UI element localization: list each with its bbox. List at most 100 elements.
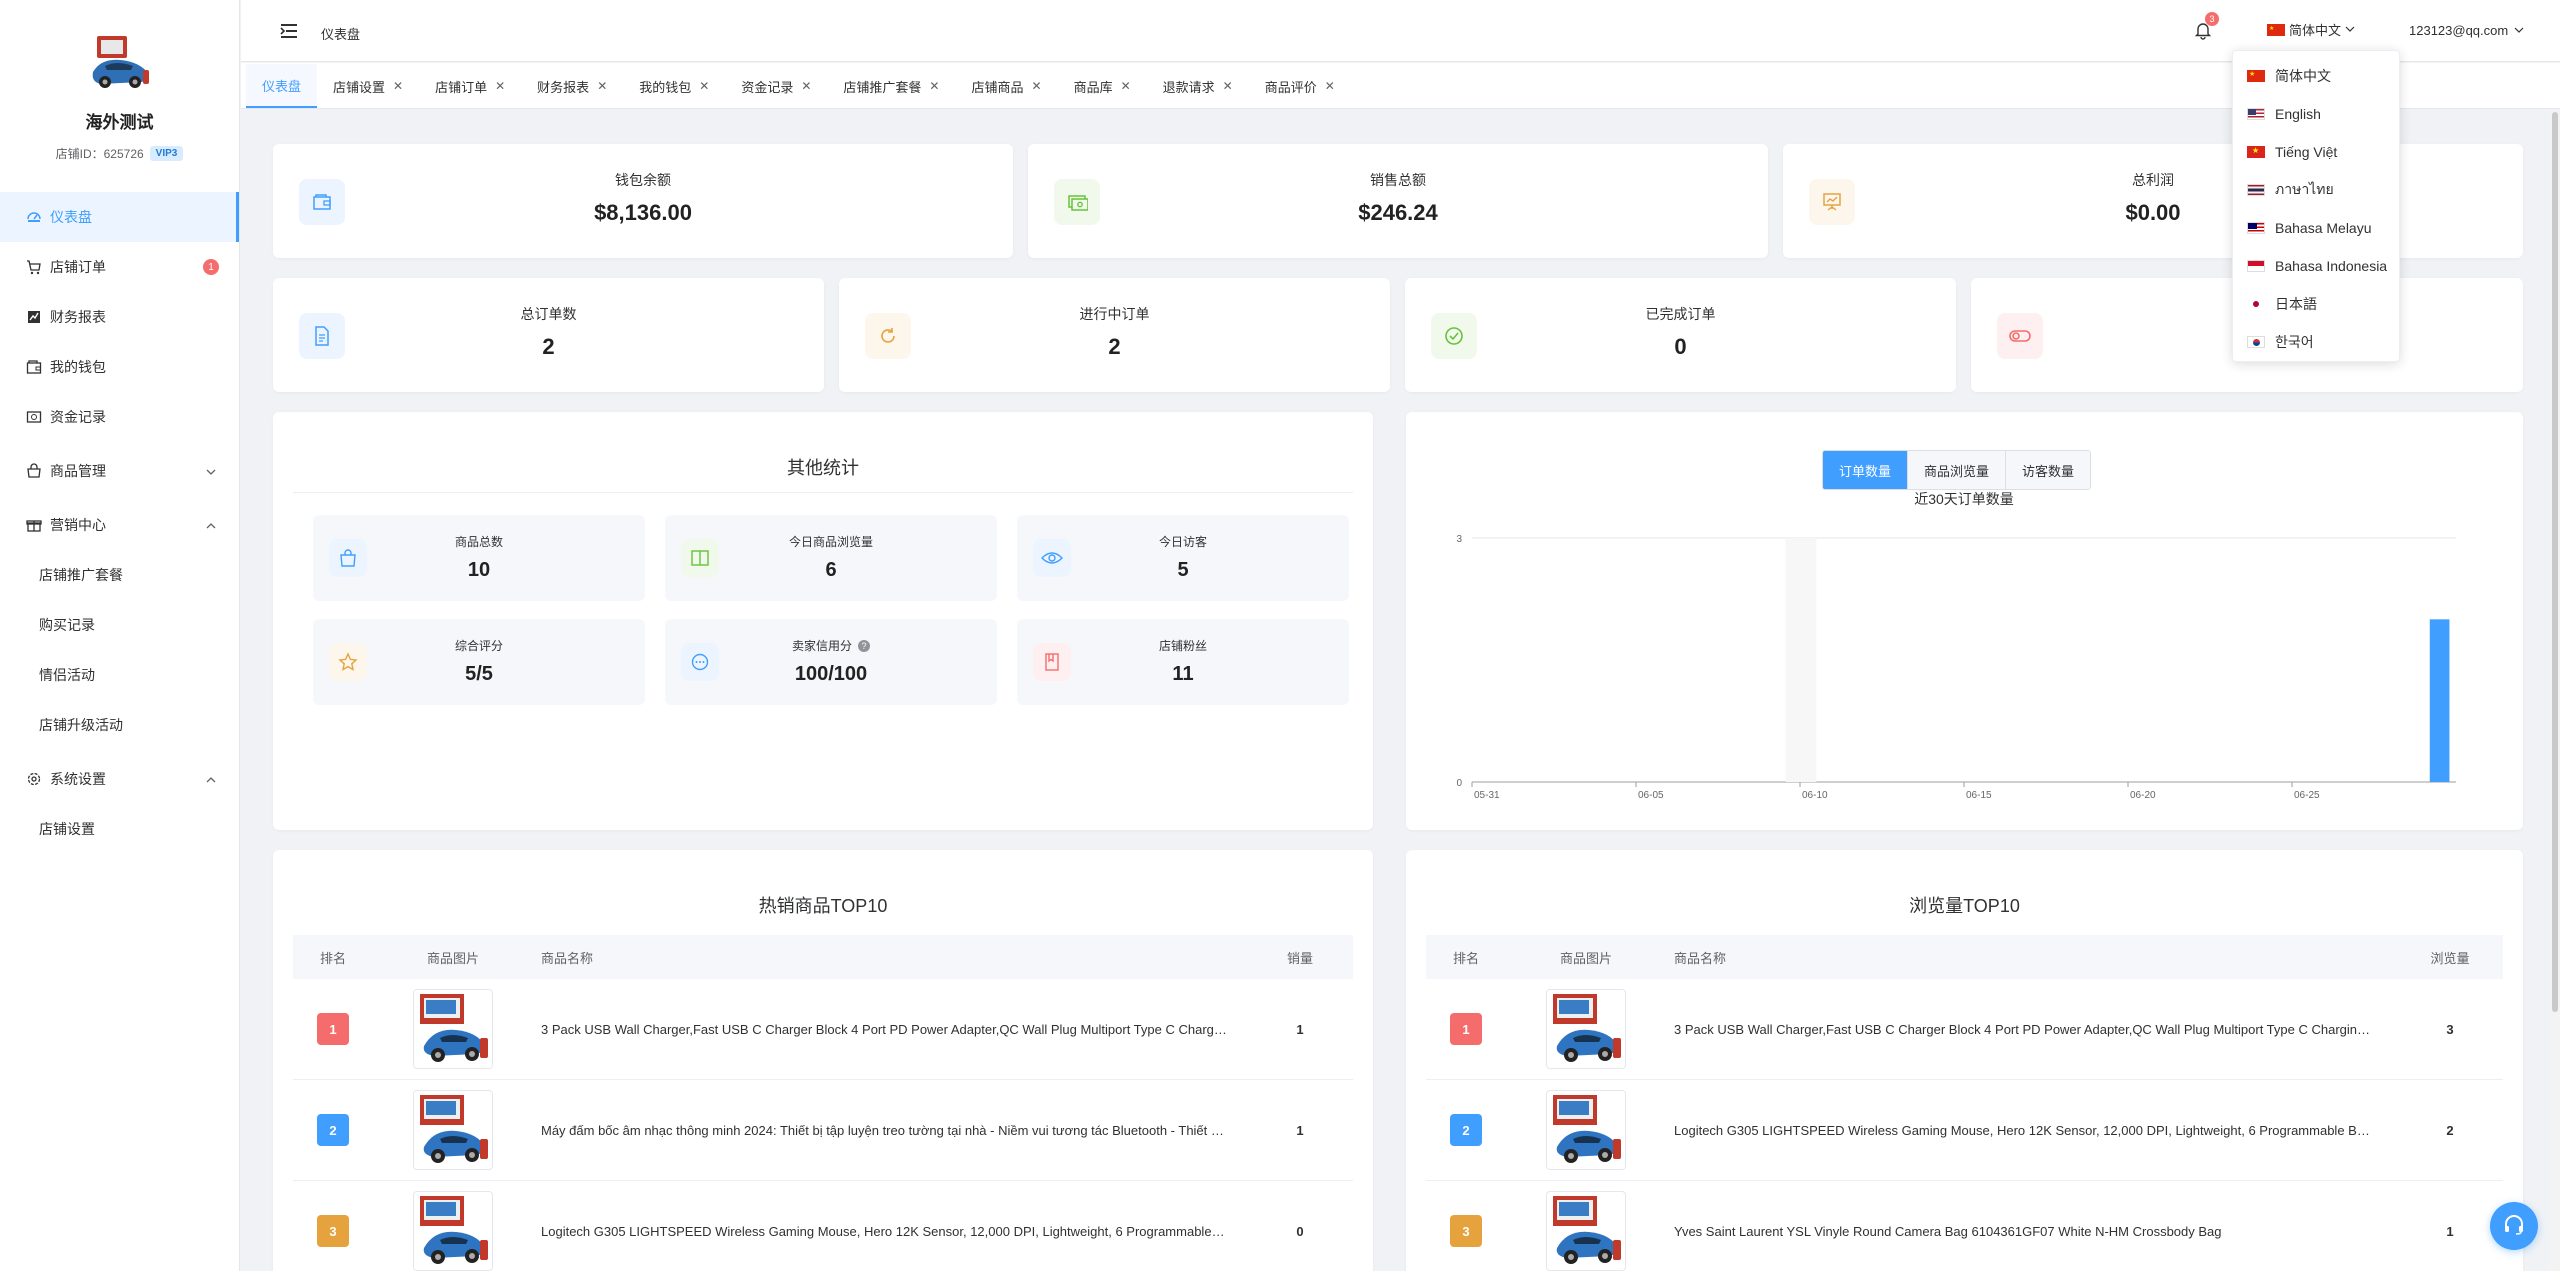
mini-stat-value: 100/100 (794, 663, 868, 685)
mini-stat-value: 5/5 (465, 663, 493, 685)
menu-toggle-icon[interactable] (279, 22, 299, 43)
stat-value: 2 (1108, 334, 1121, 359)
mini-stat-label-text: 商品总数 (454, 535, 503, 549)
sidebar-item-orders[interactable]: 店铺订单 1 (0, 242, 239, 292)
tab-dashboard[interactable]: 仪表盘 (246, 64, 318, 108)
chevron-down-icon (2345, 22, 2355, 37)
col-name: 商品名称 (541, 950, 594, 966)
table-row[interactable]: 3 Yves Saint Laurent YSL Vinyle Round Ca… (1426, 1181, 2503, 1271)
close-icon[interactable]: ✕ (597, 79, 608, 93)
tab-wallet[interactable]: 我的钱包 ✕ (623, 64, 725, 108)
sidebar-item-finance[interactable]: 财务报表 (0, 292, 239, 342)
x-tick-label: 06-10 (1802, 790, 1828, 801)
metric-visitors-button[interactable]: 访客数量 (2006, 451, 2091, 489)
close-icon[interactable]: ✕ (801, 79, 812, 93)
product-name[interactable]: Logitech G305 LIGHTSPEED Wireless Gaming… (541, 1223, 1247, 1239)
submenu-shop-upgrade[interactable]: 店铺升级活动 (39, 717, 123, 733)
chevron-up-icon (205, 519, 217, 535)
tab-shop-orders[interactable]: 店铺订单 ✕ (419, 64, 521, 108)
product-name[interactable]: Yves Saint Laurent YSL Vinyle Round Came… (1674, 1223, 2222, 1239)
close-icon[interactable]: ✕ (1324, 79, 1335, 93)
tab-product-library[interactable]: 商品库 ✕ (1058, 64, 1147, 108)
sidebar-item-dashboard[interactable]: 仪表盘 (0, 192, 239, 242)
y-tick-label: 0 (1456, 778, 1462, 789)
close-icon[interactable]: ✕ (1222, 79, 1233, 93)
table-row[interactable]: 1 3 Pack USB Wall Charger,Fast USB C Cha… (293, 979, 1353, 1080)
user-email: 123123@qq.com (2409, 23, 2509, 38)
close-icon[interactable]: ✕ (699, 79, 710, 93)
product-thumbnail[interactable] (1546, 989, 1626, 1069)
bell-icon[interactable] (2193, 20, 2213, 43)
language-label: 한국어 (2275, 334, 2314, 350)
tab-shop-products[interactable]: 店铺商品 ✕ (955, 64, 1057, 108)
submenu-shop-settings[interactable]: 店铺设置 (39, 821, 95, 837)
close-icon[interactable]: ✕ (929, 79, 940, 93)
language-selector[interactable]: ★ 简体中文 (2267, 20, 2355, 39)
toggle-icon (1997, 313, 2043, 359)
language-option-ja[interactable]: 日本語 (2233, 285, 2399, 323)
submenu-couple-activity[interactable]: 情侣活动 (39, 667, 95, 683)
product-thumbnail[interactable] (1546, 1090, 1626, 1170)
sidebar-item-marketing[interactable]: 营销中心 (0, 500, 239, 550)
close-icon[interactable]: ✕ (495, 79, 506, 93)
x-tick-label: 05-31 (1474, 790, 1500, 801)
table-row[interactable]: 2 Máy đấm bốc âm nhạc thông minh 2024: T… (293, 1080, 1353, 1181)
table-row[interactable]: 1 3 Pack USB Wall Charger,Fast USB C Cha… (1426, 979, 2503, 1080)
image-cell (1506, 989, 1666, 1069)
col-image: 商品图片 (1559, 950, 1612, 966)
metric-order-count-button[interactable]: 订单数量 (1823, 451, 1909, 489)
product-thumbnail[interactable] (413, 1090, 493, 1170)
tab-finance[interactable]: 财务报表 ✕ (521, 64, 623, 108)
tab-promotion-package[interactable]: 店铺推广套餐 ✕ (827, 64, 955, 108)
tab-product-reviews[interactable]: 商品评价 ✕ (1249, 64, 1351, 108)
product-name[interactable]: Máy đấm bốc âm nhạc thông minh 2024: Thi… (541, 1122, 1247, 1138)
language-option-ko[interactable]: 한국어 (2233, 323, 2399, 361)
customer-support-button[interactable] (2490, 1202, 2538, 1250)
user-menu[interactable]: 123123@qq.com (2409, 23, 2524, 38)
tab-shop-settings[interactable]: 店铺设置 ✕ (317, 64, 419, 108)
top-header: 仪表盘 3 ★ 简体中文 123123@qq.com (241, 0, 2560, 62)
help-icon[interactable]: ? (858, 639, 870, 652)
stat-label: 进行中订单 (1079, 306, 1150, 322)
book-icon (681, 539, 719, 577)
product-thumbnail[interactable] (1546, 1191, 1626, 1271)
product-thumbnail[interactable] (413, 989, 493, 1069)
submenu-promotion-package[interactable]: 店铺推广套餐 (39, 567, 123, 583)
metric-product-views-button[interactable]: 商品浏览量 (1908, 451, 2007, 489)
close-icon[interactable]: ✕ (393, 79, 404, 93)
close-icon[interactable]: ✕ (1120, 79, 1131, 93)
bag-icon (26, 463, 42, 479)
tab-refund-requests[interactable]: 退款请求 ✕ (1147, 64, 1249, 108)
language-option-id[interactable]: Bahasa Indonesia (2233, 247, 2399, 285)
chart-bar (2429, 619, 2450, 782)
tab-label: 商品评价 (1264, 79, 1317, 95)
shop-name: 海外测试 (85, 113, 154, 132)
rank-badge: 3 (1450, 1215, 1482, 1247)
product-name[interactable]: Logitech G305 LIGHTSPEED Wireless Gaming… (1674, 1122, 2393, 1138)
close-icon[interactable]: ✕ (1031, 79, 1042, 93)
language-option-zh-cn[interactable]: ★ 简体中文 (2233, 57, 2399, 95)
sidebar-item-wallet[interactable]: 我的钱包 (0, 342, 239, 392)
language-option-vi[interactable]: ★ Tiếng Việt (2233, 133, 2399, 171)
product-name[interactable]: 3 Pack USB Wall Charger,Fast USB C Charg… (1674, 1021, 2397, 1037)
sidebar-item-product-management[interactable]: 商品管理 (0, 446, 239, 496)
table-row[interactable]: 2 Logitech G305 LIGHTSPEED Wireless Gami… (1426, 1080, 2503, 1181)
table-row[interactable]: 3 Logitech G305 LIGHTSPEED Wireless Gami… (293, 1181, 1353, 1271)
sidebar-item-fund-records[interactable]: 资金记录 (0, 392, 239, 442)
submenu-purchase-records[interactable]: 购买记录 (39, 617, 95, 633)
sidebar-item-label: 系统设置 (50, 771, 106, 787)
view-top10-panel: 浏览量TOP10 排名 商品图片 商品名称 浏览量 1 3 Pack USB W… (1406, 850, 2523, 1271)
tab-fund-records[interactable]: 资金记录 ✕ (725, 64, 827, 108)
chat-icon (681, 643, 719, 681)
product-name[interactable]: 3 Pack USB Wall Charger,Fast USB C Charg… (541, 1021, 1247, 1037)
language-option-en[interactable]: English (2233, 95, 2399, 133)
language-option-th[interactable]: ภาษาไทย (2233, 171, 2399, 209)
bookmark-icon (1033, 643, 1071, 681)
product-thumbnail[interactable] (413, 1191, 493, 1271)
scrollbar-thumb[interactable] (2552, 112, 2558, 1012)
page-scrollbar[interactable] (2550, 110, 2560, 1271)
stat-card-completed-orders: 已完成订单 0 (1405, 278, 1956, 392)
language-option-ms[interactable]: Bahasa Melayu (2233, 209, 2399, 247)
sidebar-item-system-settings[interactable]: 系统设置 (0, 754, 239, 804)
hot-top10-title: 热销商品TOP10 (758, 896, 888, 916)
